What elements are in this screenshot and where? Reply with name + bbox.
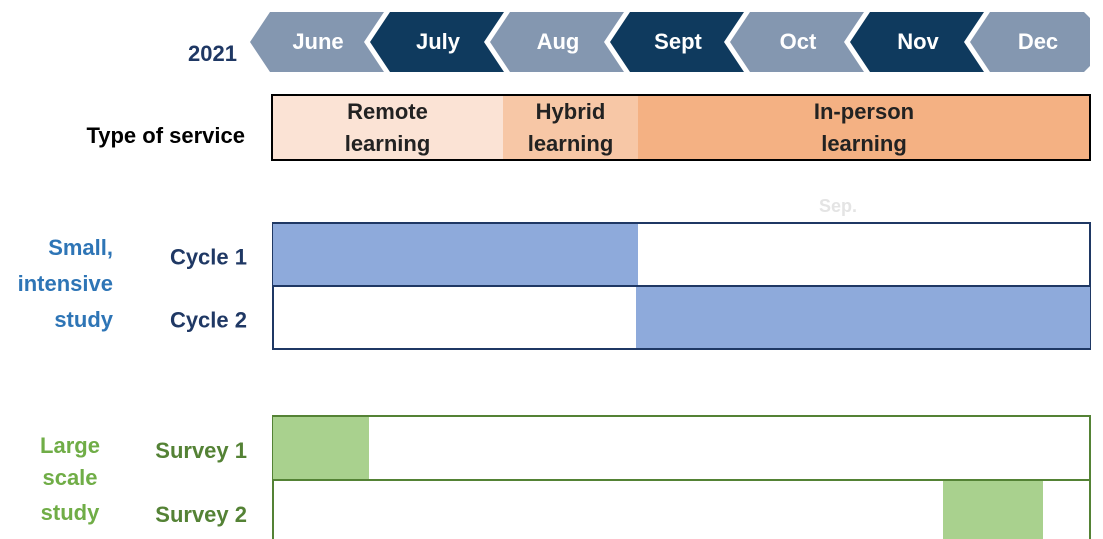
month-label: Oct <box>780 29 817 54</box>
service-segment-label: learning <box>821 131 907 156</box>
group-label: Large <box>40 433 100 458</box>
group-label: Small, <box>48 235 113 260</box>
month-label: Aug <box>537 29 580 54</box>
row-frame <box>272 415 1091 481</box>
service-segment <box>272 95 503 160</box>
group-label: study <box>41 500 100 525</box>
month-chevron <box>970 12 1090 72</box>
service-segment-label: In-person <box>814 99 914 124</box>
month-label: Dec <box>1018 29 1058 54</box>
service-segment-label: learning <box>528 131 614 156</box>
group-label: study <box>54 307 113 332</box>
row-bar <box>273 224 638 285</box>
month-label: June <box>292 29 343 54</box>
month-label: Sept <box>654 29 702 54</box>
row-label: Cycle 2 <box>170 307 247 332</box>
month-chevron <box>730 12 864 72</box>
row-bar <box>943 481 1043 539</box>
row-bar <box>636 287 1090 348</box>
service-label: Type of service <box>86 123 245 148</box>
month-label: Nov <box>897 29 939 54</box>
group-label: scale <box>42 465 97 490</box>
year: 2021 <box>188 41 237 66</box>
service-segment-label: Hybrid <box>536 99 606 124</box>
month-label: July <box>416 29 461 54</box>
service-segment-label: learning <box>345 131 431 156</box>
note: Sep. <box>819 196 857 216</box>
service-segment-label: Remote <box>347 99 428 124</box>
row-bar <box>273 417 369 479</box>
row-label: Survey 2 <box>155 502 247 527</box>
service-segment <box>638 95 1090 160</box>
service-frame <box>271 94 1091 161</box>
month-chevron <box>370 12 504 72</box>
month-chevron <box>250 12 384 72</box>
month-chevron <box>490 12 624 72</box>
row-label: Cycle 1 <box>170 244 247 269</box>
group-label: intensive <box>18 271 113 296</box>
month-chevron <box>850 12 984 72</box>
service-segment <box>503 95 638 160</box>
row-label: Survey 1 <box>155 438 247 463</box>
month-chevron <box>610 12 744 72</box>
